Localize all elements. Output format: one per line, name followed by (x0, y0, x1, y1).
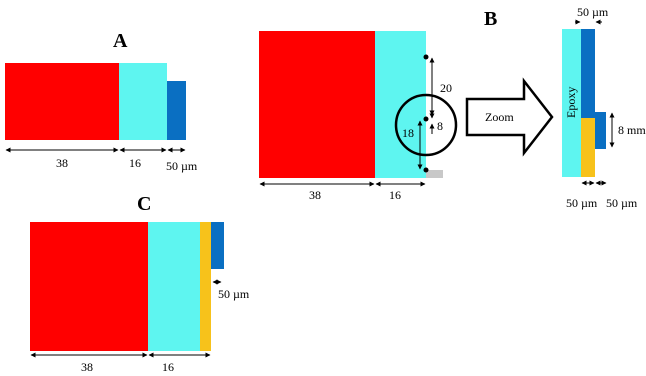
panel-c-gold-block (200, 222, 211, 351)
middle-dim-red: 38 (309, 188, 321, 202)
middle-dim-top: 20 (440, 81, 452, 95)
middle-dim-cyan: 16 (389, 188, 401, 202)
panel-b-dim-top: 50 µm (577, 5, 609, 19)
panel-a-blue-block (167, 81, 186, 140)
panel-c-dim-cyan: 16 (162, 360, 174, 374)
zoom-arrow-label: Zoom (485, 110, 514, 124)
panel-a: A 38 16 50 µm (5, 30, 198, 173)
panel-c-dim-right: 50 µm (218, 287, 250, 301)
panel-middle: 20 18 8 38 16 (259, 31, 458, 202)
middle-red-block (259, 31, 375, 178)
panel-a-red-block (5, 63, 119, 140)
panel-b-letter: B (484, 8, 497, 30)
panel-b-blue-right (595, 112, 606, 149)
point-top (423, 54, 429, 60)
panel-a-dim-blue: 50 µm (166, 159, 198, 173)
panel-b-dim-right: 8 mm (618, 123, 646, 137)
middle-dim-left: 18 (402, 126, 414, 140)
panel-c-blue-block (211, 222, 224, 269)
panel-a-letter: A (113, 30, 128, 52)
panel-c-red-block (30, 222, 148, 351)
panel-c-cyan-block (148, 222, 200, 351)
panel-a-cyan-block (119, 63, 167, 140)
middle-cyan-block (375, 31, 426, 178)
panel-b-epoxy-label: Epoxy (564, 87, 578, 118)
middle-gray-block (426, 170, 443, 178)
panel-a-dim-red: 38 (56, 156, 68, 170)
zoom-arrow-shape (465, 77, 554, 157)
point-mid (423, 116, 429, 122)
middle-dim-small: 8 (437, 119, 443, 133)
panel-b: B Epoxy 50 µm 8 mm 50 µm 50 µm (484, 5, 646, 210)
panel-c-letter: C (137, 193, 151, 215)
panel-c: C 50 µm 38 16 (30, 193, 250, 374)
panel-b-dim-bottom-left: 50 µm (566, 196, 598, 210)
panel-b-blue-upper (581, 29, 595, 118)
panel-b-dim-bottom-right: 50 µm (606, 196, 638, 210)
zoom-circle (394, 93, 458, 157)
panel-c-dim-red: 38 (81, 360, 93, 374)
panel-b-gold-block (581, 118, 595, 177)
zoom-arrow: Zoom (465, 77, 554, 157)
panel-a-dim-cyan: 16 (129, 156, 141, 170)
panel-b-epoxy-block (562, 29, 581, 177)
point-bottom (423, 167, 429, 173)
